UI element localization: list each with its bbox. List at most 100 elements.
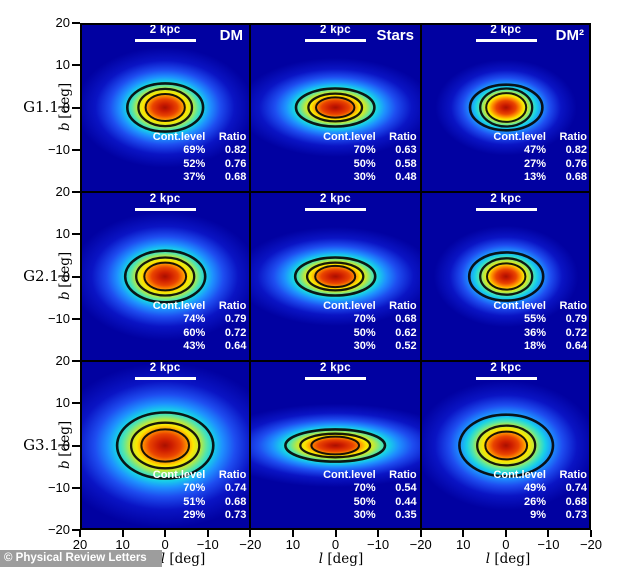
contour-table-header-ratio: Ratio [559, 300, 587, 313]
x-tick-mark [547, 530, 550, 537]
y-axis-label-row3: b [deg] [57, 420, 73, 470]
scale-bar [135, 208, 196, 211]
contour-ratio-cell: 0.48 [395, 170, 417, 183]
scale-bar [475, 39, 537, 42]
row-label-g2.1: G2.1 [23, 267, 59, 285]
contour-svg-g3.1-stars [284, 428, 387, 463]
contour-level-cell: 50% [353, 326, 376, 339]
y-axis-label-row2: b [deg] [57, 251, 73, 301]
watermark: © Physical Review Letters [0, 550, 162, 567]
contour-ratio-cell: 0.68 [395, 313, 417, 326]
contour-level-cell: 50% [353, 157, 376, 170]
column-title-stars: Stars [376, 27, 414, 44]
x-tick-label: 10 [285, 537, 301, 552]
y-tick-mark [72, 22, 80, 24]
contour-svg-g1.1-dm [125, 82, 205, 133]
contour-svg-g3.1-dm2 [457, 413, 554, 478]
contour-ratio-cell: 0.54 [395, 482, 417, 495]
x-tick-label: −20 [239, 537, 262, 552]
contour-ellipse-1 [123, 249, 207, 304]
contour-ellipse-3 [140, 428, 190, 463]
column-title-dm: DM [219, 27, 243, 44]
x-tick-label: −10 [196, 537, 219, 552]
contour-level-cell: 74% [183, 313, 206, 326]
contour-table: Cont.level Ratio 70% 0.68 50% 0.62 30% 0.52 [323, 300, 417, 353]
contour-ratio-cell: 0.82 [565, 144, 587, 157]
contour-ratio-cell: 0.68 [224, 495, 247, 508]
contour-ratio-cell: 0.63 [395, 144, 417, 157]
contour-level-cell: 29% [183, 508, 206, 521]
contour-ellipse-1 [284, 428, 387, 463]
x-tick-mark [206, 530, 209, 537]
y-tick-mark [72, 444, 80, 447]
x-tick-label: −10 [537, 537, 560, 552]
panel-g3.1-stars: 2 kpc Cont.level Ratio 70% 0.54 50% 0.44 30% 0.3… [250, 361, 421, 530]
contour-table-header-level: Cont.level [152, 300, 206, 313]
contour-ratio-cell: 0.44 [395, 495, 417, 508]
x-axis-label-col3: l [deg] [485, 551, 531, 567]
contour-ellipse-3 [144, 93, 186, 122]
y-tick-label: 20 [55, 15, 70, 30]
contour-level-cell: 37% [183, 170, 206, 183]
contour-ratio-cell: 0.73 [224, 508, 247, 521]
y-tick-label: −10 [47, 141, 70, 157]
contour-level-cell: 9% [530, 508, 546, 521]
x-tick-mark [249, 530, 252, 537]
contour-level-cell: 55% [523, 313, 546, 326]
contour-ellipse-2 [306, 261, 365, 292]
contour-level-cell: 30% [353, 339, 376, 352]
scale-bar-label: 2 kpc [149, 24, 181, 36]
scale-bar [475, 208, 537, 211]
contour-ellipse-2 [475, 424, 537, 467]
contour-level-cell: 26% [523, 495, 546, 508]
contour-table-header-ratio: Ratio [218, 469, 247, 482]
contour-svg-g1.1-stars [295, 87, 377, 128]
contour-ellipse-2 [137, 87, 194, 128]
contour-table: Cont.level Ratio 70% 0.74 51% 0.68 29% 0.73 [153, 469, 247, 522]
contour-ellipse-1 [468, 83, 544, 132]
x-tick-mark [121, 530, 124, 537]
x-tick-mark [419, 530, 422, 537]
contour-ratio-cell: 0.76 [565, 157, 587, 170]
x-tick-label: 10 [456, 537, 471, 552]
contour-table: Cont.level Ratio 69% 0.82 52% 0.76 37% 0.68 [153, 131, 247, 184]
x-tick-label: 0 [161, 537, 169, 552]
scale-bar [305, 208, 367, 211]
contour-ratio-cell: 0.76 [224, 157, 247, 170]
x-tick-mark [462, 530, 465, 537]
contour-svg-g1.1-dm2 [468, 83, 544, 132]
contour-ratio-cell: 0.73 [565, 508, 587, 521]
y-tick-mark [72, 486, 80, 489]
contour-ellipse-3 [485, 262, 527, 291]
grid-divider-h2 [80, 360, 591, 362]
contour-level-cell: 27% [523, 157, 546, 170]
contour-ratio-cell: 0.74 [224, 482, 247, 495]
x-tick-mark [334, 530, 337, 537]
contour-ellipse-1 [467, 251, 545, 302]
contour-svg-g2.1-dm2 [467, 251, 545, 302]
contour-ellipse-2 [307, 92, 364, 123]
contour-table-header-level: Cont.level [323, 300, 376, 313]
contour-table-header-ratio: Ratio [389, 469, 417, 482]
x-tick-mark [79, 530, 81, 537]
scale-bar-label: 2 kpc [490, 193, 522, 205]
contour-level-cell: 70% [353, 144, 376, 157]
scale-bar-label: 2 kpc [490, 24, 522, 36]
contour-ratio-cell: 0.82 [224, 144, 247, 157]
contour-ellipse-1 [457, 413, 554, 478]
scale-bar-label: 2 kpc [320, 193, 351, 205]
contour-ratio-cell: 0.68 [565, 170, 587, 183]
y-tick-label: 10 [55, 57, 70, 73]
contour-ratio-cell: 0.72 [565, 326, 587, 339]
column-title-dm2: DM² [555, 27, 584, 44]
contour-table: Cont.level Ratio 55% 0.79 36% 0.72 18% 0.64 [493, 300, 587, 353]
contour-table-header-level: Cont.level [493, 300, 546, 313]
y-tick-mark [72, 402, 80, 405]
contour-ratio-cell: 0.79 [565, 313, 587, 326]
grid-divider-v1 [249, 23, 252, 530]
contour-ellipse-3 [315, 96, 356, 119]
panel-g3.1-dm2: 2 kpc Cont.level Ratio 49% 0.74 26% 0.68 9% 0.73 [420, 361, 591, 530]
y-tick-label: 0 [62, 99, 70, 115]
contour-ratio-cell: 0.68 [224, 170, 247, 183]
